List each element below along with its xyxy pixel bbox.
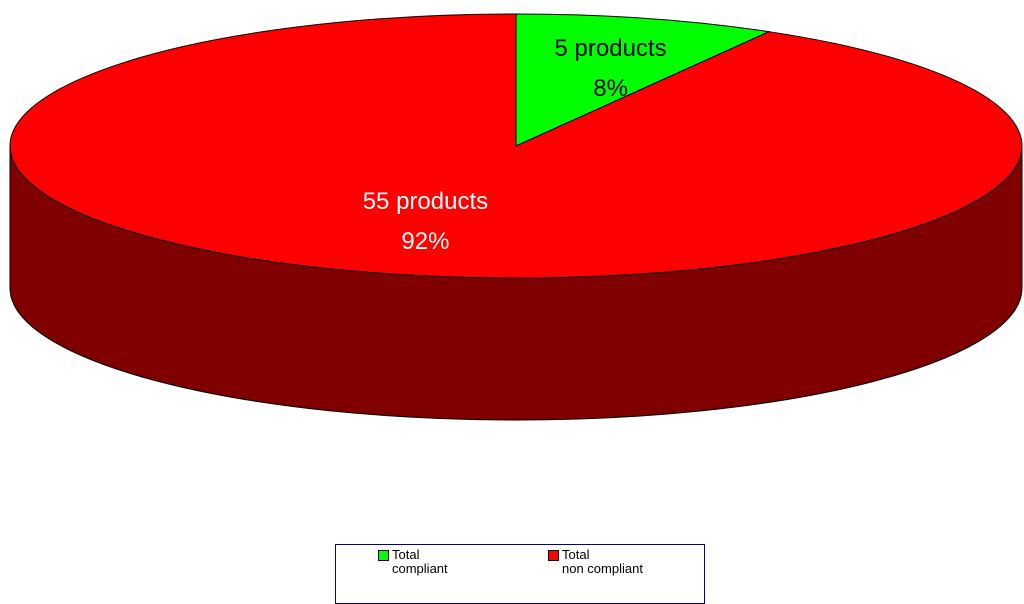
legend-item: Total compliant [378,548,448,576]
page: {"chart_data": {"type": "pie3d", "catego… [9,13,1023,604]
legend-label: Total non compliant [562,547,643,576]
legend-swatch [378,550,389,561]
legend-swatch [548,550,559,561]
percent-label: 8% [593,75,628,102]
data-label: 55 products [363,188,488,215]
legend: Total compliant Total non compliant [335,544,705,604]
data-label: 5 products [555,35,667,62]
chart: 5 products 8% 55 products 92% [9,13,1023,421]
pie-slice [9,13,1023,279]
legend-label: Total compliant [392,547,448,576]
legend-item: Total non compliant [548,548,643,576]
percent-label: 92% [401,228,449,255]
pie-slice [515,13,771,147]
